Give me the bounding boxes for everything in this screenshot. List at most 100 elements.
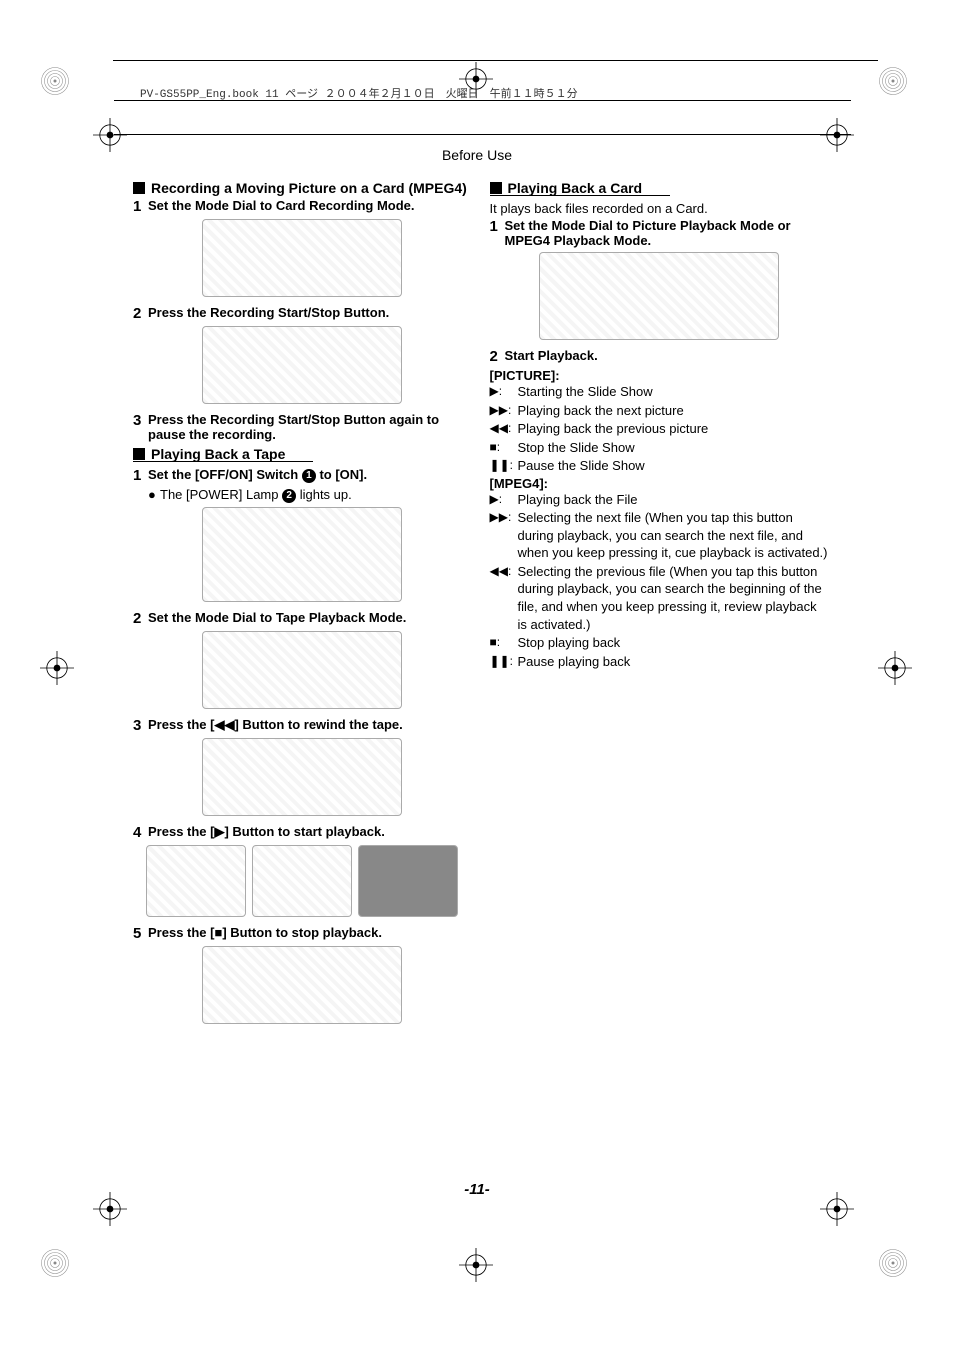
book-header-info: PV-GS55PP_Eng.book 11 ページ ２００４年２月１０日 火曜日… [140,85,578,101]
square-bullet-icon [133,182,145,194]
step-number: 2 [133,305,148,322]
heading-text: Recording a Moving Picture on a Card (MP… [151,180,467,196]
heading-play-tape: Playing Back a Tape [133,446,472,462]
item-text: Playing back the next picture [518,402,829,420]
step-1: 1 Set the Mode Dial to Card Recording Mo… [133,198,472,215]
figure-card-playback-dial [490,252,829,340]
item-text: Playing back the previous picture [518,420,829,438]
step-text: Set the [OFF/ON] Switch 1 to [ON]. [148,467,367,484]
item-text: Selecting the previous file (When you ta… [518,563,829,633]
item-text: Starting the Slide Show [518,383,829,401]
list-item: ▶▶:Playing back the next picture [490,402,829,420]
step-text: Set the Mode Dial to Tape Playback Mode. [148,610,406,627]
rewind-icon: ◀◀: [490,420,518,438]
list-item: ■:Stop playing back [490,634,829,652]
pause-icon: ❚❚: [490,653,518,671]
circled-1-icon: 1 [302,469,316,483]
picture-label: [PICTURE]: [490,368,829,383]
heading-play-card: Playing Back a Card [490,180,829,196]
fast-forward-icon: ▶▶: [490,509,518,562]
figure-play-row [133,845,472,917]
rewind-icon: ◀◀: [490,563,518,633]
stop-icon: ■: [490,439,518,457]
text-part: lights up. [296,487,352,502]
figure-stop [133,946,472,1024]
fast-forward-icon: ▶▶: [490,402,518,420]
list-item: ❚❚:Pause playing back [490,653,829,671]
text-part: to [ON]. [316,467,367,482]
target-ml [40,651,74,685]
step-number: 3 [133,717,148,734]
list-item: ❚❚:Pause the Slide Show [490,457,829,475]
step-number: 1 [133,198,148,215]
left-column: Recording a Moving Picture on a Card (MP… [133,180,472,1032]
reg-mark-tr [878,66,908,96]
intro-text: It plays back files recorded on a Card. [490,201,829,216]
step-text: Press the [◀◀] Button to rewind the tape… [148,717,403,734]
step-3: 3 Press the Recording Start/Stop Button … [133,412,472,442]
list-item: ■:Stop the Slide Show [490,439,829,457]
tape-step-5: 5 Press the [■] Button to stop playback. [133,925,472,942]
step-number: 2 [490,348,505,365]
bullet-icon: ● [148,487,160,503]
item-text: Pause the Slide Show [518,457,829,475]
step-number: 3 [133,412,148,442]
page-number: -11- [0,1181,954,1198]
header-rule-top [114,100,851,101]
step-text: Start Playback. [505,348,598,365]
item-text: Selecting the next file (When you tap th… [518,509,829,562]
list-item: ◀◀:Playing back the previous picture [490,420,829,438]
figure-tape-playback-dial [133,631,472,709]
underline [133,461,313,462]
tape-step-2: 2 Set the Mode Dial to Tape Playback Mod… [133,610,472,627]
step-number: 4 [133,824,148,841]
step-text: Set the Mode Dial to Card Recording Mode… [148,198,415,215]
item-text: Pause playing back [518,653,829,671]
tape-step-1-note: ● The [POWER] Lamp 2 lights up. [133,487,472,503]
item-text: Stop playing back [518,634,829,652]
step-text: Set the Mode Dial to Picture Playback Mo… [505,218,829,248]
card-step-1: 1 Set the Mode Dial to Picture Playback … [490,218,829,248]
list-item: ◀◀:Selecting the previous file (When you… [490,563,829,633]
square-bullet-icon [490,182,502,194]
item-text: Playing back the File [518,491,829,509]
heading-text: Playing Back a Card [508,180,643,196]
tape-step-4: 4 Press the [▶] Button to start playback… [133,824,472,841]
list-item: ▶▶:Selecting the next file (When you tap… [490,509,829,562]
step-text: Press the [■] Button to stop playback. [148,925,382,942]
stop-icon: ■: [490,634,518,652]
list-item: ▶:Playing back the File [490,491,829,509]
figure-camera-side [252,845,352,917]
step-text: Press the Recording Start/Stop Button. [148,305,389,322]
item-text: Stop the Slide Show [518,439,829,457]
text-part: The [POWER] Lamp [160,487,282,502]
mpeg-controls-list: ▶:Playing back the File ▶▶:Selecting the… [490,491,829,670]
tape-step-3: 3 Press the [◀◀] Button to rewind the ta… [133,717,472,734]
square-bullet-icon [133,448,145,460]
step-number: 1 [133,467,148,484]
text-part: Set the [OFF/ON] Switch [148,467,302,482]
reg-mark-tl [40,66,70,96]
mpeg-label: [MPEG4]: [490,476,829,491]
right-column: Playing Back a Card It plays back files … [490,180,829,1032]
play-icon: ▶: [490,491,518,509]
tape-step-1: 1 Set the [OFF/ON] Switch 1 to [ON]. [133,467,472,484]
reg-mark-bl [40,1248,70,1278]
figure-rewind [133,738,472,816]
figure-mode-dial [133,219,472,297]
content-columns: Recording a Moving Picture on a Card (MP… [133,180,828,1032]
heading-recording-mpeg4: Recording a Moving Picture on a Card (MP… [133,180,472,196]
step-text: Press the Recording Start/Stop Button ag… [148,412,472,442]
section-title: Before Use [0,147,954,163]
picture-controls-list: ▶:Starting the Slide Show ▶▶:Playing bac… [490,383,829,475]
circled-2-icon: 2 [282,489,296,503]
note-text: The [POWER] Lamp 2 lights up. [160,487,352,503]
figure-lion-screen [358,845,458,917]
underline [490,195,670,196]
heading-text: Playing Back a Tape [151,446,285,462]
header-rule [114,134,851,135]
step-2: 2 Press the Recording Start/Stop Button. [133,305,472,322]
card-step-2: 2 Start Playback. [490,348,829,365]
reg-mark-br [878,1248,908,1278]
play-icon: ▶: [490,383,518,401]
